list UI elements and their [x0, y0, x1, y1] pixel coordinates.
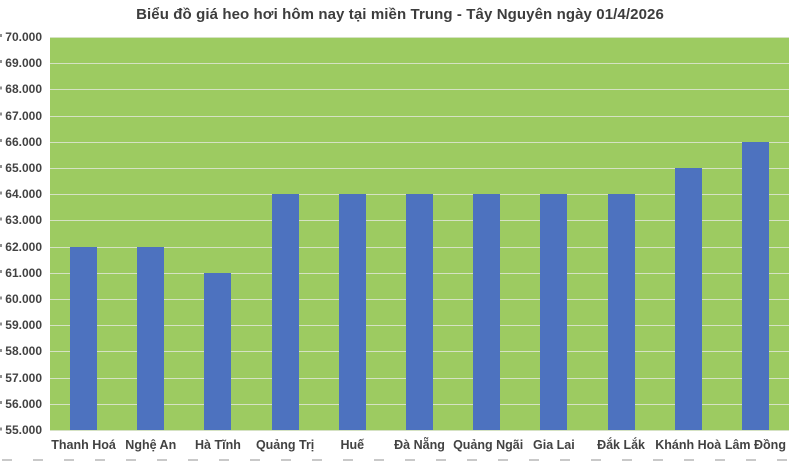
x-tick-label: Khánh Hoà	[655, 438, 722, 452]
bar	[607, 194, 635, 430]
bar	[70, 246, 98, 430]
x-tick-label: Đắk Lắk	[597, 438, 646, 452]
x-tick-label: Nghệ An	[125, 438, 177, 452]
chart-title: Biểu đồ giá heo hơi hôm nay tại miền Tru…	[136, 6, 664, 23]
y-tick-label: 66.000	[5, 134, 42, 149]
x-tick-label: Lâm Đồng	[724, 438, 786, 452]
gridline	[50, 430, 789, 431]
bar	[406, 194, 433, 430]
x-tick-label: Gia Lai	[533, 438, 575, 452]
x-tick-label: Quảng Trị	[255, 438, 315, 452]
y-tick-label: 61.000	[5, 265, 42, 280]
gridline	[50, 115, 789, 117]
y-tick-label: 68.000	[5, 82, 42, 97]
y-tick-label: 65.000	[5, 161, 42, 175]
gridline	[50, 89, 789, 91]
x-tick-label: Quảng Ngãi	[453, 438, 524, 452]
y-tick-label: 58.000	[5, 344, 42, 359]
y-tick-label: 69.000	[5, 56, 42, 71]
gridline	[50, 37, 789, 38]
y-tick-label: 56.000	[5, 396, 42, 411]
left-edge-ticks	[0, 34, 2, 433]
x-tick-label: Hà Tĩnh	[195, 438, 241, 452]
y-tick-label: 57.000	[5, 370, 42, 385]
bar	[204, 272, 232, 430]
bar	[674, 168, 702, 430]
bar	[540, 194, 568, 430]
bar	[271, 194, 299, 430]
y-tick-label: 64.000	[5, 187, 42, 202]
y-tick-label: 70.000	[5, 30, 42, 44]
gridline	[50, 63, 789, 65]
y-tick-label: 55.000	[5, 423, 42, 437]
bar	[137, 246, 165, 430]
x-tick-label: Đà Nẵng	[394, 438, 445, 452]
y-tick-label: 60.000	[5, 292, 42, 306]
bar	[473, 194, 501, 430]
y-tick-label: 63.000	[5, 213, 42, 228]
x-tick-label: Huế	[340, 438, 365, 452]
y-tick-label: 59.000	[5, 318, 42, 333]
gridline	[50, 141, 789, 143]
y-tick-label: 67.000	[5, 108, 42, 123]
gridline	[50, 168, 789, 169]
bar	[338, 194, 366, 430]
y-tick-label: 62.000	[5, 239, 42, 254]
bottom-dashed-border	[2, 459, 798, 461]
bar	[741, 141, 769, 430]
x-tick-label: Thanh Hoá	[51, 438, 116, 452]
